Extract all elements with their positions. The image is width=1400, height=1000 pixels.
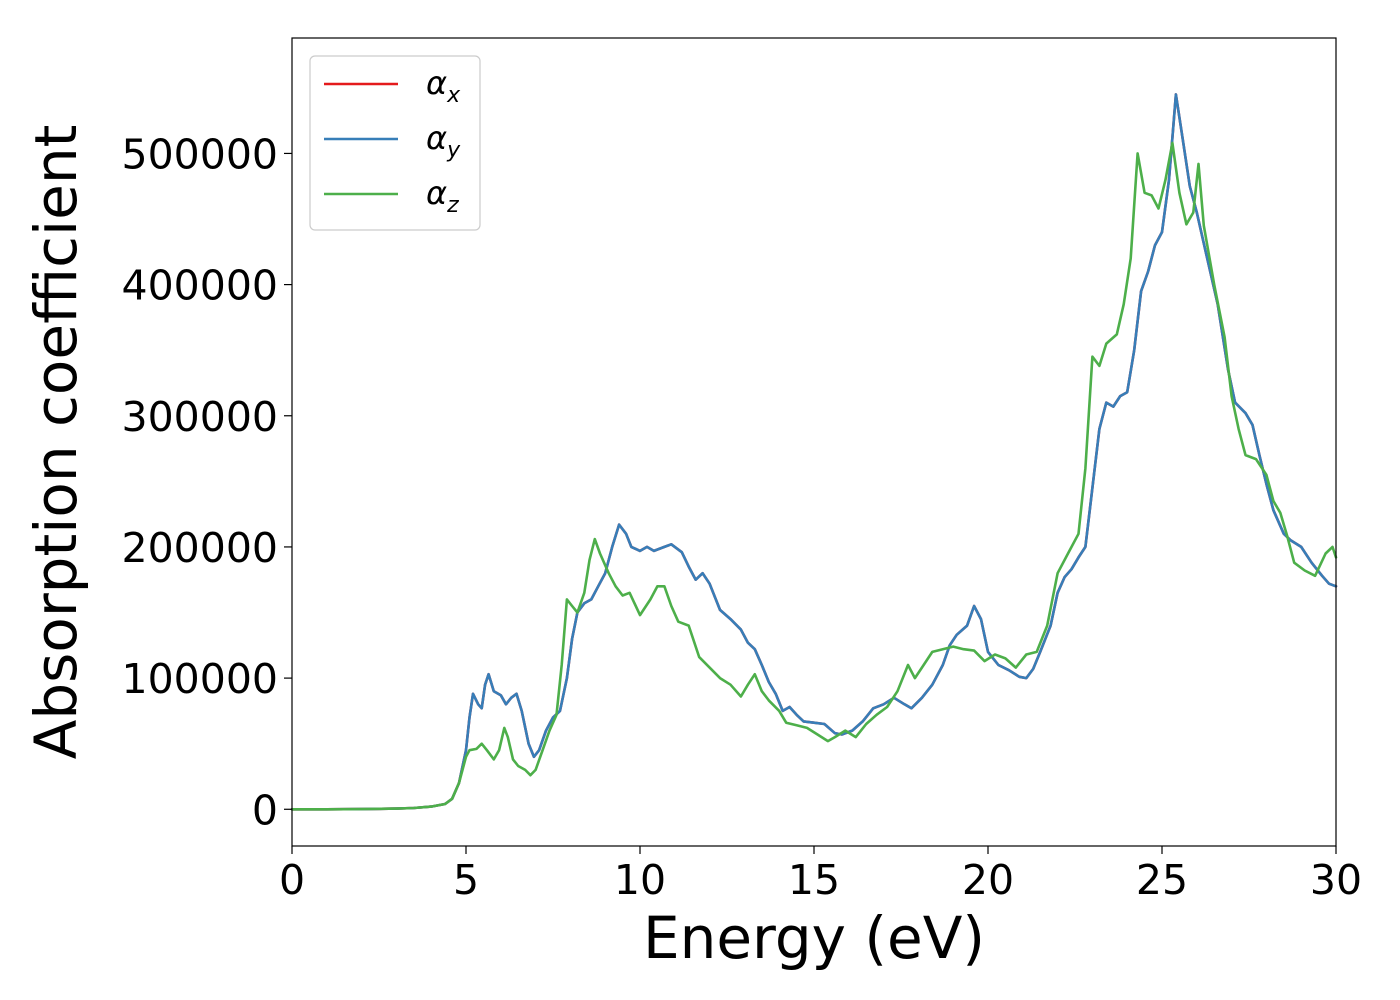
y-axis-label: Absorption coefficient bbox=[22, 125, 90, 760]
x-axis-label: Energy (eV) bbox=[643, 904, 985, 972]
legend-label-x: αx bbox=[426, 64, 461, 108]
x-tick-label: 5 bbox=[453, 856, 479, 904]
series-line-z bbox=[290, 141, 1338, 811]
legend-subscript: x bbox=[446, 83, 461, 108]
plot-area bbox=[290, 93, 1338, 811]
legend-symbol: α bbox=[426, 64, 447, 102]
x-tick-label: 10 bbox=[614, 856, 666, 904]
y-tick-label: 200000 bbox=[121, 524, 278, 572]
y-tick-label: 400000 bbox=[121, 262, 278, 310]
legend-subscript: y bbox=[446, 138, 461, 163]
x-tick-label: 0 bbox=[279, 856, 305, 904]
legend-subscript: z bbox=[446, 193, 459, 218]
x-tick-label: 20 bbox=[962, 856, 1014, 904]
y-tick-label: 0 bbox=[252, 786, 278, 834]
y-tick-label: 100000 bbox=[121, 655, 278, 703]
axis-ticks: 0 5 10 15 20 25 30 0 100000 200000 300000 400000 500… bbox=[121, 130, 1362, 904]
x-tick-label: 15 bbox=[788, 856, 840, 904]
series-line-y bbox=[290, 93, 1338, 811]
y-tick-label: 500000 bbox=[121, 130, 278, 178]
legend-symbol: α bbox=[426, 174, 447, 212]
legend-label-y: αy bbox=[426, 119, 461, 163]
legend-box bbox=[309, 55, 481, 231]
x-tick-label: 30 bbox=[1310, 856, 1362, 904]
legend-symbol: α bbox=[426, 119, 447, 157]
y-tick-label: 300000 bbox=[121, 393, 278, 441]
legend-label-z: αz bbox=[426, 174, 459, 218]
x-tick-label: 25 bbox=[1136, 856, 1188, 904]
